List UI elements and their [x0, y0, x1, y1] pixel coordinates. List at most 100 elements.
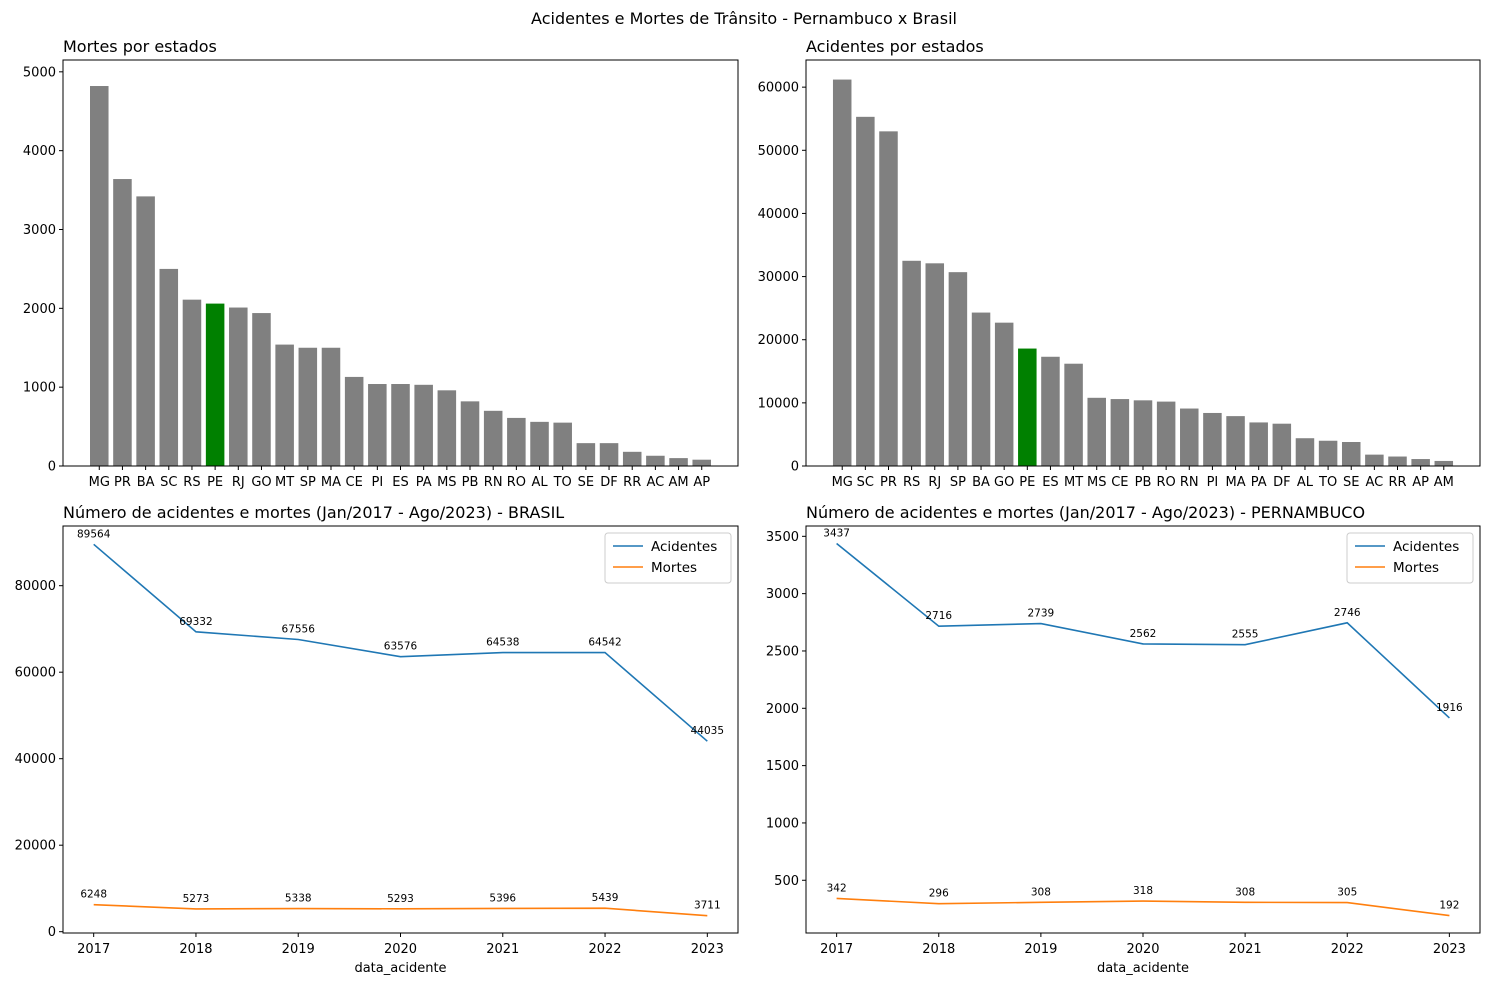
axes-frame	[805, 59, 1481, 467]
bar-df	[599, 443, 619, 466]
data-label: 67556	[282, 624, 316, 636]
data-label: 3437	[823, 528, 850, 540]
x-tick-label: AP	[693, 475, 710, 490]
data-label: 342	[827, 882, 847, 894]
y-tick-label: 4000	[23, 144, 56, 159]
y-tick-label: 60000	[758, 81, 799, 96]
data-label: 192	[1439, 900, 1459, 912]
x-tick-label: 2022	[1331, 942, 1364, 957]
series-line-acidentes	[93, 543, 708, 742]
x-tick-label: 2022	[588, 942, 621, 957]
data-label: 5293	[387, 893, 414, 905]
x-tick-label: ES	[1042, 475, 1058, 490]
data-label: 305	[1337, 887, 1357, 899]
chart-acidentes-estados: Acidentes por estados 0 10000 20000 30000 400…	[758, 37, 1481, 490]
x-tick-label: 2019	[1024, 942, 1057, 957]
data-label: 1916	[1436, 702, 1463, 714]
bar-es	[1041, 356, 1060, 466]
x-tick-label: MG	[89, 475, 110, 490]
y-tick-label: 2500	[766, 644, 799, 659]
bar-sc	[856, 116, 875, 467]
data-label: 44035	[691, 725, 724, 737]
bar-rj	[229, 307, 248, 466]
y-tick-label: 1000	[766, 816, 799, 831]
x-tick-label: RS	[903, 475, 920, 490]
data-label: 5439	[592, 892, 619, 904]
axes-frame	[62, 525, 739, 934]
bar-go	[994, 322, 1014, 466]
x-tick-label: PI	[1207, 475, 1219, 490]
x-tick-label: SE	[1343, 475, 1359, 490]
x-tick-label: 2021	[1229, 942, 1262, 957]
bar-pi	[1203, 412, 1222, 466]
x-tick-label: PI	[371, 475, 383, 490]
chart-brasil-linhas: Número de acidentes e mortes (Jan/2017 -…	[15, 503, 739, 976]
bar-df	[1272, 423, 1292, 466]
data-label: 308	[1235, 886, 1255, 898]
y-tick-label: 40000	[15, 752, 56, 767]
legend: Acidentes Mortes	[1346, 532, 1474, 584]
x-tick-label: 2019	[282, 942, 315, 957]
data-label: 296	[929, 888, 949, 900]
x-tick-label: RR	[1388, 475, 1406, 490]
x-tick-label: PR	[880, 475, 897, 490]
data-label: 5273	[183, 893, 210, 905]
y-tick-label: 0	[48, 925, 56, 940]
bar-rn	[483, 410, 503, 466]
x-tick-label: RN	[484, 475, 503, 490]
y-tick-label: 20000	[15, 839, 56, 854]
bar-to	[1318, 440, 1338, 466]
bar-rj	[925, 263, 945, 466]
data-label: 64538	[486, 637, 519, 649]
series-line-mortes	[836, 897, 1450, 917]
axes-frame	[62, 59, 739, 467]
bar-se	[1341, 442, 1361, 466]
x-tick-label: 2023	[691, 942, 724, 957]
x-tick-label: RJ	[928, 475, 941, 490]
x-tick-label: RN	[1180, 475, 1199, 490]
data-label: 64542	[588, 637, 621, 649]
x-tick-label: 2023	[1433, 942, 1466, 957]
y-tick-label: 0	[48, 460, 56, 475]
y-tick-label: 50000	[758, 144, 799, 159]
data-label: 2555	[1232, 629, 1259, 641]
chart-title: Número de acidentes e mortes (Jan/2017 -…	[806, 503, 1365, 522]
x-tick-label: ES	[392, 475, 408, 490]
bar-pe	[1018, 348, 1037, 466]
x-tick-label: AC	[1365, 475, 1383, 490]
y-tick-label: 1000	[23, 381, 56, 396]
bar-ba	[136, 196, 155, 466]
bar-ac	[1365, 454, 1384, 466]
x-tick-label: SC	[857, 475, 874, 490]
bar-es	[391, 384, 410, 466]
x-tick-label: AM	[669, 475, 689, 490]
y-tick-label: 30000	[758, 270, 799, 285]
bar-al	[1295, 438, 1315, 466]
series-line-mortes	[93, 903, 708, 917]
data-label: 63576	[384, 641, 418, 653]
y-tick-label: 20000	[758, 333, 799, 348]
x-tick-label: RS	[183, 475, 200, 490]
data-label: 318	[1133, 885, 1153, 897]
y-tick-label: 3000	[766, 587, 799, 602]
bar-ma	[1226, 416, 1245, 466]
data-label: 6248	[80, 889, 107, 901]
x-tick-label: MG	[832, 475, 853, 490]
bar-pi	[368, 384, 387, 466]
y-tick-label: 0	[791, 460, 799, 475]
chart-pernambuco-linhas: Número de acidentes e mortes (Jan/2017 -…	[766, 503, 1481, 976]
x-tick-label: CE	[1111, 475, 1128, 490]
bar-ce	[1110, 399, 1130, 466]
x-tick-label: RO	[507, 475, 526, 490]
bar-sp	[298, 347, 318, 466]
bar-ro	[507, 417, 526, 466]
bar-pb	[460, 401, 480, 466]
bar-rr	[1388, 456, 1407, 466]
y-tick-label: 2000	[766, 702, 799, 717]
bar-ce	[344, 376, 364, 466]
x-tick-label: SP	[950, 475, 966, 490]
x-tick-label: RO	[1157, 475, 1176, 490]
data-label: 2739	[1028, 608, 1055, 620]
y-tick-label: 3500	[766, 530, 799, 545]
